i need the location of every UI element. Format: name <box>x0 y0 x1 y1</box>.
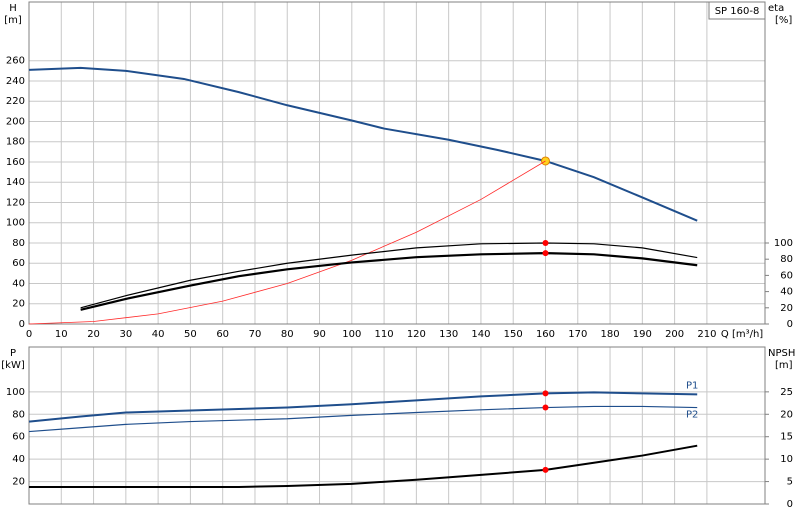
y-axis-label: P <box>10 348 16 359</box>
x-tick-label: 200 <box>665 329 684 340</box>
y2-tick-label: 20 <box>780 303 793 314</box>
y-tick-label: 100 <box>6 387 25 398</box>
series-label: P1 <box>686 380 698 391</box>
x-tick-label: 80 <box>281 329 294 340</box>
x-tick-label: 10 <box>55 329 68 340</box>
series-line <box>80 242 698 309</box>
y2-tick-label: 100 <box>774 238 793 249</box>
series-line <box>80 252 698 311</box>
y-tick-label: 60 <box>12 432 25 443</box>
x-tick-label: 140 <box>471 329 490 340</box>
y-tick-label: 120 <box>6 197 25 208</box>
series-line <box>29 444 698 488</box>
x-tick-label: 190 <box>633 329 652 340</box>
x-tick-label: 70 <box>249 329 262 340</box>
x-tick-label: 160 <box>536 329 555 340</box>
y-axis-unit: [m] <box>4 15 22 26</box>
y-tick-label: 20 <box>12 477 25 488</box>
x-tick-label: 110 <box>375 329 394 340</box>
y2-tick-label: 25 <box>780 387 793 398</box>
x-tick-label: 90 <box>313 329 326 340</box>
y-axis-unit: [kW] <box>1 360 25 371</box>
model-box <box>708 1 766 20</box>
y2-axis-label: NPSH <box>768 348 795 359</box>
y-axis-label: H <box>9 3 17 14</box>
model-label: SP 160-8 <box>715 6 760 17</box>
x-tick-label: 30 <box>119 329 132 340</box>
y-tick-label: 40 <box>12 278 25 289</box>
y2-axis-label: eta <box>768 3 784 14</box>
y-tick-label: 20 <box>12 299 25 310</box>
operating-point <box>542 250 549 257</box>
plot-frame <box>28 346 766 505</box>
y-tick-label: 180 <box>6 137 25 148</box>
operating-point <box>542 466 549 473</box>
y2-tick-label: 60 <box>780 270 793 281</box>
plot-frame <box>28 1 766 325</box>
x-tick-label: 20 <box>87 329 100 340</box>
y-tick-label: 100 <box>6 218 25 229</box>
y-tick-label: 60 <box>12 258 25 269</box>
y-tick-label: 260 <box>6 56 25 67</box>
x-tick-label: 120 <box>407 329 426 340</box>
x-tick-label: 0 <box>26 329 32 340</box>
y2-tick-label: 80 <box>780 254 793 265</box>
x-tick-label: 40 <box>152 329 165 340</box>
y2-tick-label: 10 <box>780 454 793 465</box>
x-tick-label: 60 <box>216 329 229 340</box>
series-label: P2 <box>686 410 698 421</box>
y2-tick-label: 15 <box>780 432 793 443</box>
y-tick-label: 240 <box>6 76 25 87</box>
y2-axis-unit: [m] <box>775 360 793 371</box>
y-tick-label: 140 <box>6 177 25 188</box>
x-tick-label: 130 <box>439 329 458 340</box>
x-tick-label: 210 <box>697 329 716 340</box>
x-axis-label: Q [m³/h] <box>721 329 763 340</box>
y2-axis-unit: [%] <box>775 15 792 26</box>
x-tick-label: 100 <box>342 329 361 340</box>
y-tick-label: 220 <box>6 96 25 107</box>
operating-point <box>542 404 549 411</box>
series-line <box>28 391 698 423</box>
y-tick-label: 80 <box>12 238 25 249</box>
y-tick-label: 200 <box>6 116 25 127</box>
y-tick-label: 160 <box>6 157 25 168</box>
x-tick-label: 180 <box>601 329 620 340</box>
plot-area <box>29 2 765 324</box>
y-tick-label: 0 <box>19 319 25 330</box>
y2-tick-label: 5 <box>787 477 793 488</box>
y-tick-label: 40 <box>12 454 25 465</box>
series-line <box>28 160 546 325</box>
x-tick-label: 170 <box>568 329 587 340</box>
series-line <box>28 66 698 222</box>
y2-tick-label: 40 <box>780 287 793 298</box>
x-tick-label: 150 <box>504 329 523 340</box>
x-tick-label: 50 <box>184 329 197 340</box>
y2-tick-label: 0 <box>787 319 793 330</box>
operating-point <box>542 390 549 397</box>
y2-tick-label: 0 <box>787 499 793 510</box>
operating-point <box>542 239 549 246</box>
y-tick-label: 80 <box>12 409 25 420</box>
series-line <box>28 405 698 433</box>
y2-tick-label: 20 <box>780 409 793 420</box>
